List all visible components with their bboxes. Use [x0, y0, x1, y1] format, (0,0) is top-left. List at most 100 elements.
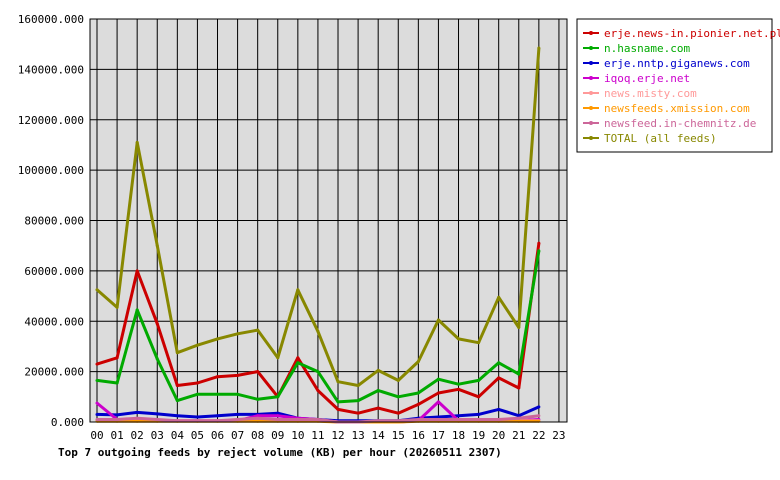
- series-lines: [95, 46, 541, 424]
- data-point: [115, 381, 119, 385]
- data-point: [236, 417, 240, 421]
- data-point: [276, 417, 280, 421]
- data-point: [296, 417, 300, 421]
- data-point: [216, 375, 220, 379]
- data-point: [416, 402, 420, 406]
- x-tick-label: 22: [532, 429, 545, 442]
- data-point: [537, 46, 541, 50]
- data-point: [216, 414, 220, 418]
- x-tick-label: 10: [291, 429, 304, 442]
- data-point: [376, 406, 380, 410]
- legend-label: erje.nntp.giganews.com: [604, 57, 750, 70]
- data-point: [115, 356, 119, 360]
- data-point: [95, 401, 99, 405]
- data-point: [135, 416, 139, 420]
- data-point: [457, 387, 461, 391]
- x-tick-label: 15: [392, 429, 405, 442]
- data-point: [396, 378, 400, 382]
- data-point: [236, 392, 240, 396]
- data-point: [95, 417, 99, 421]
- data-point: [276, 356, 280, 360]
- data-point: [155, 412, 159, 416]
- data-point: [236, 412, 240, 416]
- data-point: [497, 376, 501, 380]
- data-point: [276, 414, 280, 418]
- data-point: [155, 244, 159, 248]
- x-tick-label: 09: [271, 429, 284, 442]
- data-point: [316, 370, 320, 374]
- y-tick-label: 40000.000: [24, 315, 84, 328]
- data-point: [236, 373, 240, 377]
- data-point: [115, 417, 119, 421]
- y-tick-label: 60000.000: [24, 265, 84, 278]
- x-tick-label: 06: [211, 429, 224, 442]
- data-point: [135, 140, 139, 144]
- data-point: [135, 410, 139, 414]
- data-point: [356, 383, 360, 387]
- data-point: [376, 419, 380, 423]
- legend-marker: [589, 31, 593, 35]
- data-point: [115, 413, 119, 417]
- data-point: [537, 405, 541, 409]
- x-tick-label: 12: [331, 429, 344, 442]
- data-point: [416, 391, 420, 395]
- data-point: [256, 370, 260, 374]
- data-point: [296, 361, 300, 365]
- y-axis-ticks: 0.000 20000.000 40000.000 60000.000 80000.00…: [18, 13, 84, 429]
- data-point: [356, 411, 360, 415]
- data-point: [195, 419, 199, 423]
- x-tick-label: 11: [311, 429, 324, 442]
- data-point: [175, 419, 179, 423]
- data-point: [256, 414, 260, 418]
- data-point: [497, 407, 501, 411]
- data-point: [236, 332, 240, 336]
- legend-label: newsfeeds.xmission.com: [604, 102, 750, 115]
- data-point: [537, 241, 541, 245]
- legend-label: iqoq.erje.net: [604, 72, 690, 85]
- data-point: [175, 414, 179, 418]
- legend-marker: [589, 106, 593, 110]
- y-tick-label: 140000.000: [18, 63, 84, 76]
- data-point: [477, 341, 481, 345]
- legend-label: newsfeed.in-chemnitz.de: [604, 117, 756, 130]
- data-point: [95, 412, 99, 416]
- data-point: [477, 378, 481, 382]
- data-point: [175, 399, 179, 403]
- data-point: [517, 372, 521, 376]
- legend-label: n.hasname.com: [604, 42, 690, 55]
- x-tick-label: 16: [412, 429, 425, 442]
- data-point: [457, 337, 461, 341]
- x-tick-label: 08: [251, 429, 264, 442]
- data-point: [356, 399, 360, 403]
- legend-marker: [589, 76, 593, 80]
- data-point: [175, 383, 179, 387]
- data-point: [115, 305, 119, 309]
- data-point: [396, 419, 400, 423]
- data-point: [457, 417, 461, 421]
- y-tick-label: 160000.000: [18, 13, 84, 26]
- series-6: [95, 414, 541, 424]
- data-point: [195, 381, 199, 385]
- data-point: [216, 419, 220, 423]
- x-tick-label: 01: [110, 429, 123, 442]
- data-point: [396, 411, 400, 415]
- series-0: [95, 241, 541, 415]
- data-point: [155, 417, 159, 421]
- x-tick-label: 18: [452, 429, 465, 442]
- y-tick-label: 0.000: [51, 416, 84, 429]
- data-point: [497, 417, 501, 421]
- data-point: [477, 412, 481, 416]
- data-point: [477, 417, 481, 421]
- data-point: [95, 362, 99, 366]
- data-point: [95, 288, 99, 292]
- data-point: [436, 415, 440, 419]
- data-point: [497, 361, 501, 365]
- data-point: [336, 400, 340, 404]
- x-tick-label: 02: [131, 429, 144, 442]
- x-tick-label: 00: [90, 429, 103, 442]
- data-point: [155, 357, 159, 361]
- x-tick-label: 05: [191, 429, 204, 442]
- data-point: [396, 395, 400, 399]
- data-point: [436, 318, 440, 322]
- plot-frame: [89, 18, 568, 423]
